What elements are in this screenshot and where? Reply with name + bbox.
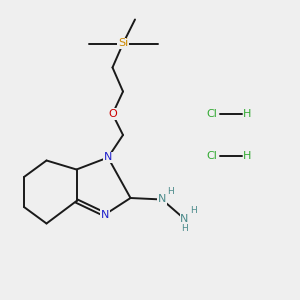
Text: N: N [180,214,189,224]
Text: H: H [167,187,174,196]
Text: H: H [181,224,188,233]
Text: N: N [158,194,166,205]
Text: H: H [243,151,252,161]
Text: O: O [108,109,117,119]
Text: H: H [190,206,197,215]
Text: N: N [101,209,109,220]
Text: N: N [104,152,112,163]
Text: Cl: Cl [206,151,217,161]
Text: H: H [243,109,252,119]
Text: Si: Si [118,38,128,49]
Text: Cl: Cl [206,109,217,119]
